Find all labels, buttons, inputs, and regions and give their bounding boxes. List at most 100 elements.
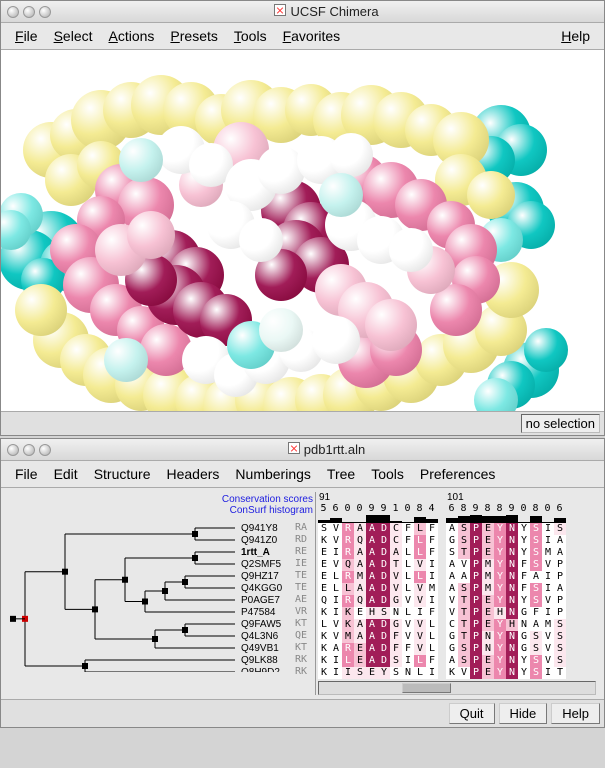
sequence-row[interactable]: GSPEYNYSIA	[446, 535, 566, 547]
seq-prefix: KT	[295, 618, 307, 630]
atom-sphere	[389, 228, 433, 272]
seq-prefix: RD	[295, 534, 307, 546]
sequence-blocks[interactable]: 915600991084SVRAADCFLFKVRQADCFLFEIRAADAL…	[318, 492, 600, 679]
sequence-row[interactable]: QIRQADGVVI	[318, 595, 438, 607]
svg-text:P47584: P47584	[241, 607, 276, 618]
sequence-row[interactable]: ASPEYNYSIS	[446, 523, 566, 535]
block-start-label: 101	[446, 492, 566, 503]
atom-sphere	[312, 316, 360, 364]
sequence-row[interactable]: ELRMADVLLI	[318, 571, 438, 583]
sequence-row[interactable]: STPEYNYSMA	[446, 547, 566, 559]
seq-prefix: QE	[295, 630, 307, 642]
svg-text:Q941Y8: Q941Y8	[241, 523, 278, 534]
sequence-row[interactable]: KVRQADCFLF	[318, 535, 438, 547]
horizontal-scrollbar[interactable]	[318, 681, 596, 695]
quit-button[interactable]: Quit	[449, 703, 495, 724]
sequence-row[interactable]: ASPEYNYSVS	[446, 655, 566, 667]
seq-prefix: RA	[295, 522, 307, 534]
phylogenetic-tree[interactable]: Q941Y8Q941Z01rtt_AQ2SMF5Q9HZ17Q4KGG0P0AG…	[5, 492, 315, 672]
sequence-row[interactable]: KVPEYNYSIT	[446, 667, 566, 679]
sequence-prefix-column: RARDREIETETEAEVRKTQEKTRKRK	[295, 522, 307, 678]
menu-edit[interactable]: Edit	[46, 463, 86, 485]
aln-titlebar[interactable]: pdb1rtt.aln	[1, 439, 604, 461]
header-labels: Conservation scores ConSurf histogram	[222, 494, 313, 516]
conservation-score-row: 6898890806	[446, 503, 566, 514]
sequence-row[interactable]: ASPMYNFSIA	[446, 583, 566, 595]
menu-headers[interactable]: Headers	[159, 463, 228, 485]
atom-sphere	[127, 211, 175, 259]
seq-prefix: KT	[295, 642, 307, 654]
sequence-row[interactable]: GSPNYNGSVS	[446, 643, 566, 655]
sequence-row[interactable]: EIRAADALLF	[318, 547, 438, 559]
tree-panel: Conservation scores ConSurf histogram Q9…	[5, 492, 315, 695]
sequence-row[interactable]: AVPMYNFSVP	[446, 559, 566, 571]
sequence-row[interactable]: GTPNYNGSVS	[446, 631, 566, 643]
x-app-icon	[274, 4, 286, 16]
seq-prefix: AE	[295, 594, 307, 606]
close-window-button[interactable]	[7, 6, 19, 18]
sequence-row[interactable]: KIKEHSNLIF	[318, 607, 438, 619]
seq-prefix: RK	[295, 666, 307, 678]
menu-structure[interactable]: Structure	[86, 463, 159, 485]
menu-help[interactable]: Help	[553, 25, 598, 47]
sequence-row[interactable]: LVKAADGVVL	[318, 619, 438, 631]
atom-sphere	[15, 284, 67, 336]
consurf-histogram-row	[446, 514, 566, 523]
sequence-row[interactable]: VTPEYNYSVP	[446, 595, 566, 607]
help-button[interactable]: Help	[551, 703, 600, 724]
sequence-row[interactable]: ELLAADVLVM	[318, 583, 438, 595]
hide-button[interactable]: Hide	[499, 703, 548, 724]
menu-tools[interactable]: Tools	[363, 463, 412, 485]
sequence-row[interactable]: KIISEYSNLI	[318, 667, 438, 679]
block-start-label: 91	[318, 492, 438, 503]
minimize-window-button[interactable]	[23, 444, 35, 456]
x-app-icon	[288, 442, 300, 454]
svg-text:Q2SMF5: Q2SMF5	[241, 559, 281, 570]
sequence-row[interactable]: KAREADFFVL	[318, 643, 438, 655]
alignment-window: pdb1rtt.aln FileEditStructureHeadersNumb…	[0, 438, 605, 728]
aln-menubar: FileEditStructureHeadersNumberingsTreeTo…	[1, 461, 604, 488]
sequence-row[interactable]: KILEADSILF	[318, 655, 438, 667]
seq-prefix: TE	[295, 582, 307, 594]
menu-presets[interactable]: Presets	[162, 25, 225, 47]
svg-text:Q9FAW5: Q9FAW5	[241, 619, 282, 630]
menu-preferences[interactable]: Preferences	[412, 463, 503, 485]
svg-text:Q941Z0: Q941Z0	[241, 535, 278, 546]
menu-tree[interactable]: Tree	[319, 463, 363, 485]
menu-actions[interactable]: Actions	[101, 25, 163, 47]
close-window-button[interactable]	[7, 444, 19, 456]
consurf-histogram-row	[318, 514, 438, 523]
menu-numberings[interactable]: Numberings	[227, 463, 318, 485]
main-titlebar[interactable]: UCSF Chimera	[1, 1, 604, 23]
menu-tools[interactable]: Tools	[226, 25, 275, 47]
svg-text:Q4KGG0: Q4KGG0	[241, 583, 283, 594]
seq-prefix: IE	[295, 558, 307, 570]
minimize-window-button[interactable]	[23, 6, 35, 18]
menu-select[interactable]: Select	[46, 25, 101, 47]
scrollbar-thumb[interactable]	[402, 683, 452, 693]
sequence-row[interactable]: EVQAADTLVI	[318, 559, 438, 571]
menu-file[interactable]: File	[7, 25, 46, 47]
alignment-block: 915600991084SVRAADCFLFKVRQADCFLFEIRAADAL…	[318, 492, 438, 679]
seq-prefix: RK	[295, 654, 307, 666]
main-title: UCSF Chimera	[55, 4, 598, 19]
zoom-window-button[interactable]	[39, 444, 51, 456]
atom-sphere	[365, 299, 417, 351]
alignment-body: Conservation scores ConSurf histogram Q9…	[1, 488, 604, 699]
menu-file[interactable]: File	[7, 463, 46, 485]
menu-favorites[interactable]: Favorites	[275, 25, 349, 47]
atom-sphere	[259, 308, 303, 352]
zoom-window-button[interactable]	[39, 6, 51, 18]
svg-text:Q9LK88: Q9LK88	[241, 655, 278, 666]
sequence-row[interactable]: KVMAADFVVL	[318, 631, 438, 643]
sequence-row[interactable]: AAPMYNFAIP	[446, 571, 566, 583]
structure-viewport[interactable]	[1, 50, 604, 412]
atom-sphere	[467, 171, 515, 219]
status-bar: no selection	[1, 412, 604, 435]
sequence-row[interactable]: VTPEHNGFIP	[446, 607, 566, 619]
sequence-row[interactable]: SVRAADCFLF	[318, 523, 438, 535]
svg-text:Q9HZ17: Q9HZ17	[241, 571, 279, 582]
atom-sphere	[104, 338, 148, 382]
alignment-panel: 915600991084SVRAADCFLFKVRQADCFLFEIRAADAL…	[315, 492, 600, 695]
sequence-row[interactable]: CTPEYHNAMS	[446, 619, 566, 631]
